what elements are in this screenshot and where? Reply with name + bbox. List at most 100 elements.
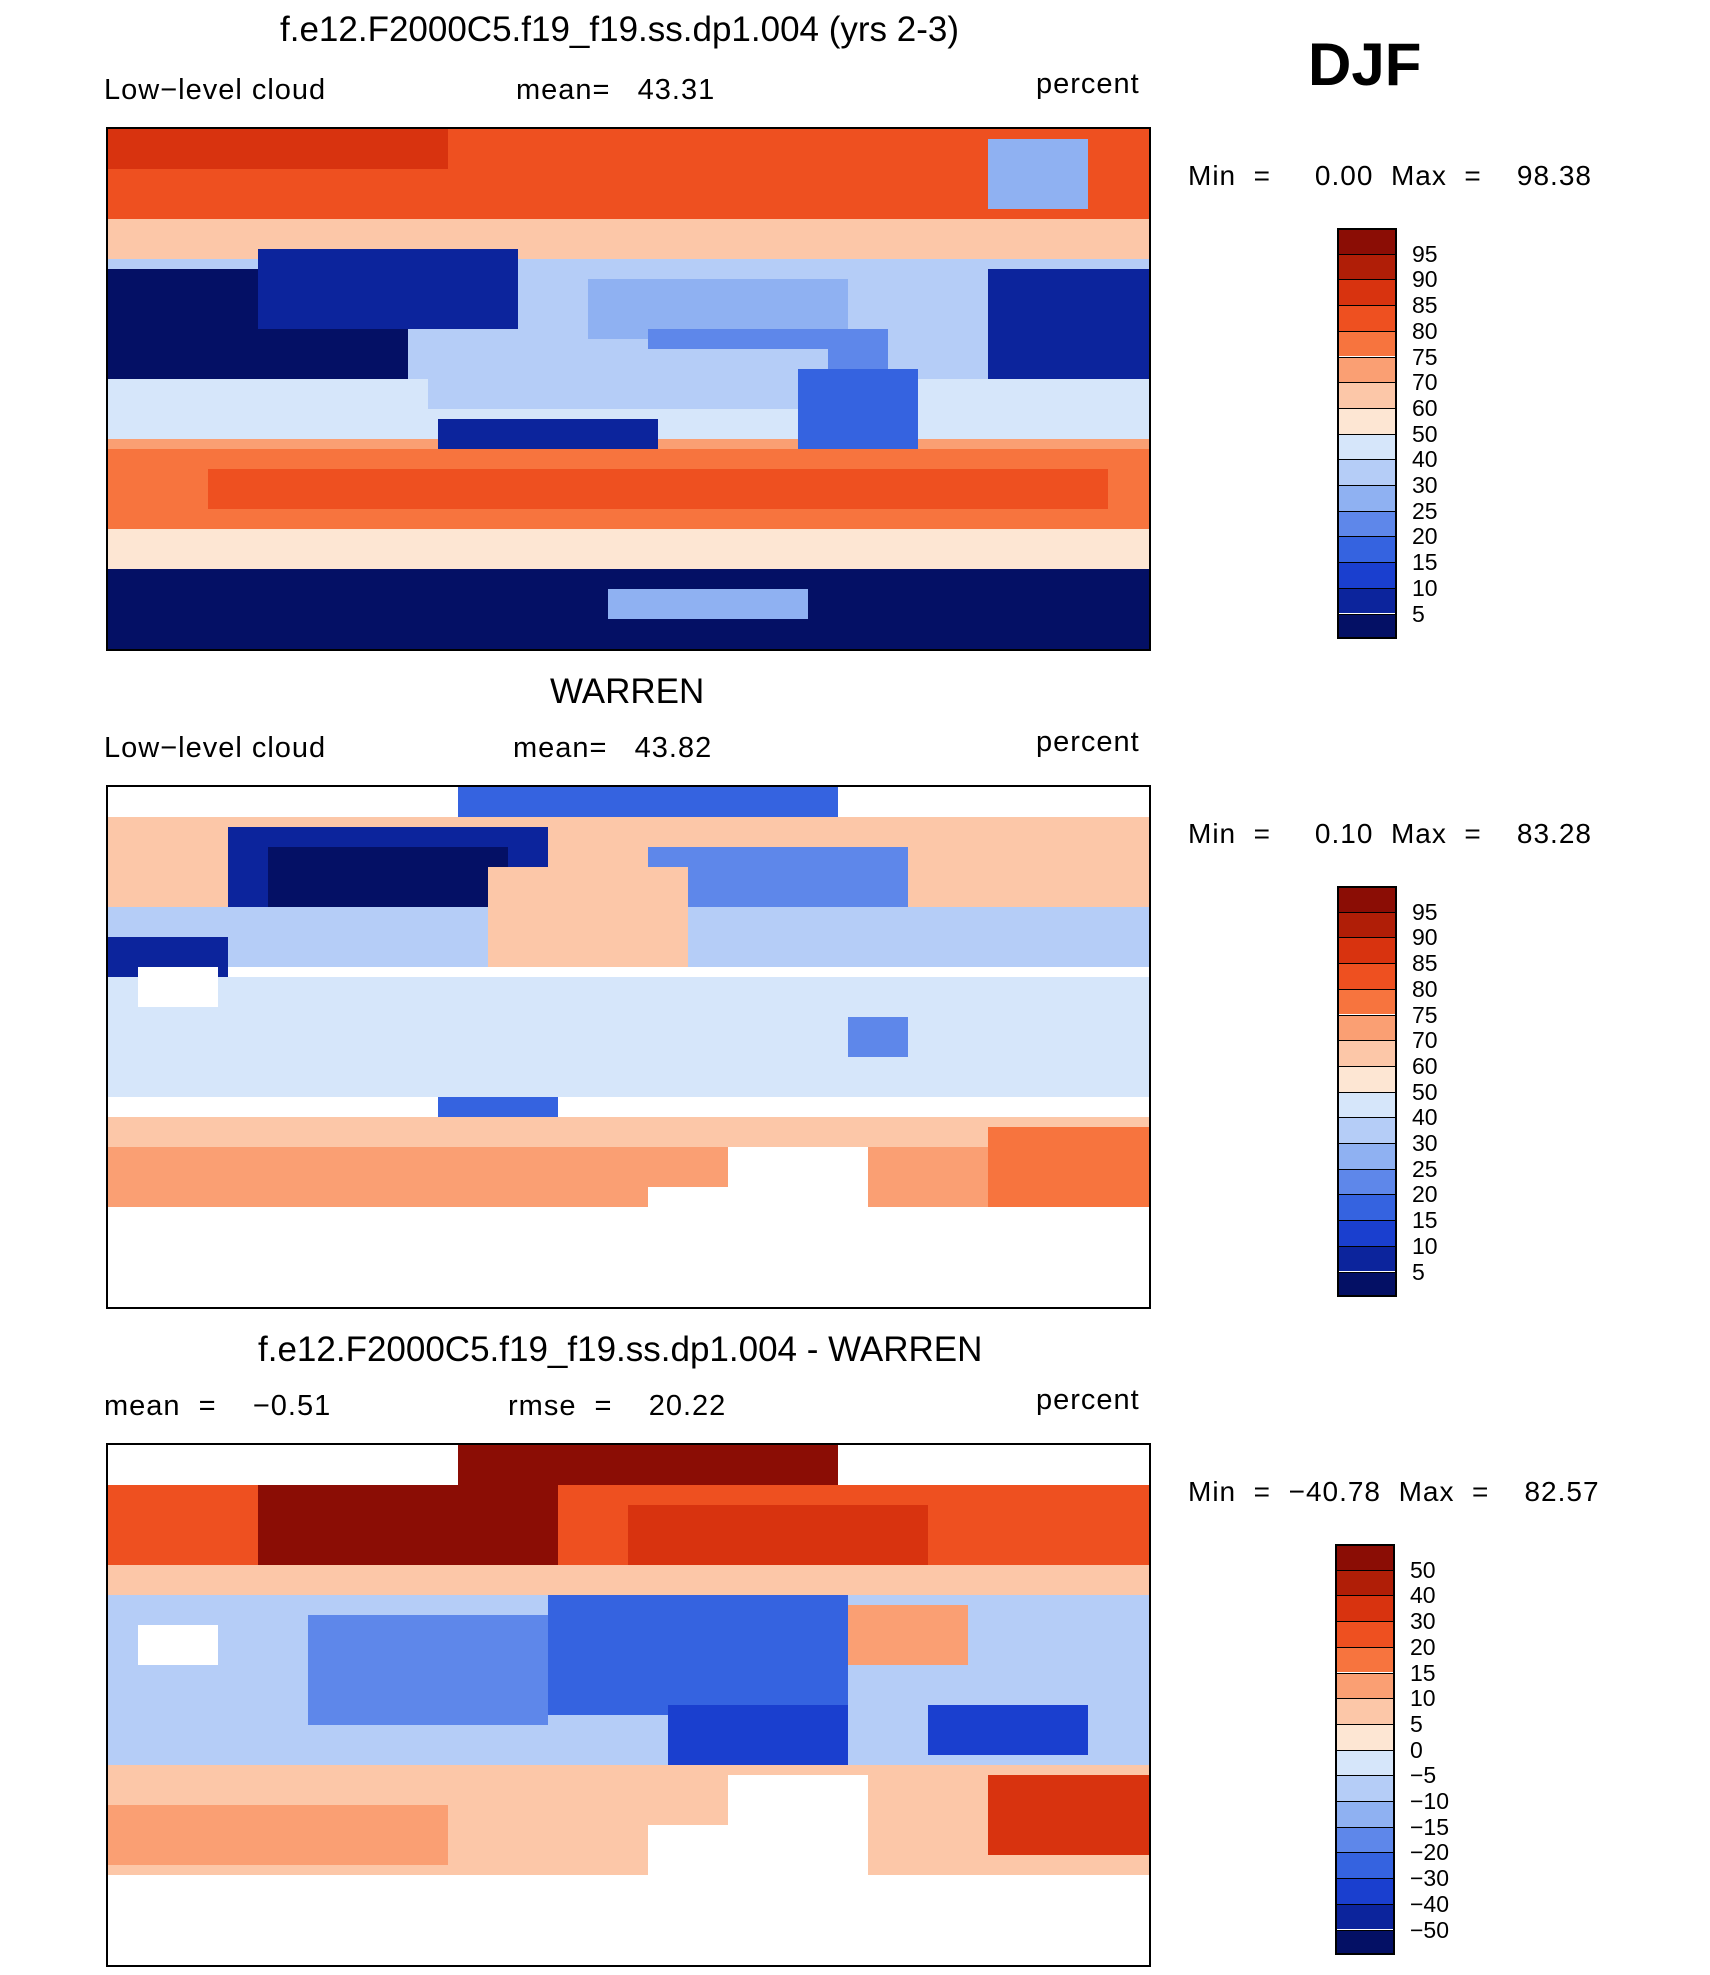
- colorbar-tick-label: 40: [1412, 1104, 1438, 1131]
- colorbar-frame: [1337, 228, 1397, 640]
- colorbar-tick-label: 75: [1412, 1001, 1438, 1028]
- colorbar-swatch: [1337, 356, 1397, 383]
- colorbar-swatch: [1335, 1698, 1395, 1724]
- colorbar-tick-label: −20: [1410, 1839, 1450, 1866]
- colorbar-swatch: [1335, 1852, 1395, 1879]
- colorbar-swatch: [1337, 562, 1397, 588]
- panel2-units-label: percent: [1036, 726, 1140, 758]
- panel3-map-field: [108, 1445, 1149, 1965]
- colorbar-tick-label: 70: [1412, 369, 1438, 396]
- colorbar-swatch: [1335, 1929, 1395, 1956]
- colorbar-tick-label: 80: [1412, 975, 1438, 1002]
- colorbar-swatch: [1337, 330, 1397, 357]
- colorbar-tick-label: 95: [1412, 240, 1438, 267]
- colorbar-tick-label: 85: [1412, 292, 1438, 319]
- colorbar-swatch: [1337, 937, 1397, 964]
- colorbar-tick-label: 95: [1412, 898, 1438, 925]
- panel1-map: [106, 127, 1151, 651]
- colorbar-swatch: [1337, 1168, 1397, 1195]
- colorbar-tick-label: 50: [1412, 1078, 1438, 1105]
- colorbar-swatch: [1337, 1040, 1397, 1066]
- colorbar-tick-label: 30: [1412, 472, 1438, 498]
- colorbar-tick-label: 85: [1412, 950, 1438, 977]
- panel1-map-field: [108, 129, 1149, 649]
- colorbar-tick-label: 15: [1412, 1207, 1438, 1234]
- colorbar-swatch: [1335, 1826, 1395, 1853]
- colorbar-swatch: [1335, 1775, 1395, 1801]
- panel2-variable-label: Low−level cloud: [104, 732, 327, 764]
- colorbar-swatch: [1337, 407, 1397, 434]
- colorbar-swatch: [1337, 1245, 1397, 1272]
- colorbar-tick-label: 25: [1412, 497, 1438, 524]
- colorbar-swatch: [1335, 1621, 1395, 1647]
- colorbar-swatch: [1337, 305, 1397, 331]
- colorbar-tick-label: 10: [1410, 1685, 1436, 1712]
- colorbar-swatch: [1335, 1903, 1395, 1930]
- colorbar-swatch: [1335, 1672, 1395, 1699]
- colorbar-swatch: [1337, 886, 1397, 912]
- colorbar-tick-label: −50: [1410, 1916, 1450, 1943]
- colorbar-tick-label: 30: [1410, 1608, 1436, 1635]
- colorbar-swatch: [1335, 1878, 1395, 1904]
- colorbar-swatch: [1337, 587, 1397, 614]
- colorbar-tick-label: 50: [1412, 420, 1438, 447]
- colorbar-swatch: [1337, 1091, 1397, 1118]
- colorbar-swatch: [1335, 1749, 1395, 1776]
- colorbar-swatch: [1337, 433, 1397, 460]
- colorbar-tick-label: 90: [1412, 266, 1438, 293]
- colorbar-swatch: [1337, 536, 1397, 563]
- colorbar-frame: [1337, 886, 1397, 1298]
- panel2-minmax: Min = 0.10 Max = 83.28: [1188, 818, 1592, 849]
- panel1-minmax: Min = 0.00 Max = 98.38: [1188, 160, 1592, 191]
- colorbar-tick-label: 20: [1412, 1181, 1438, 1208]
- colorbar-swatch: [1337, 510, 1397, 537]
- season-label: DJF: [1308, 31, 1422, 98]
- colorbar-tick-label: 90: [1412, 924, 1438, 951]
- colorbar-tick-label: 15: [1412, 549, 1438, 576]
- panel1-mean-label: mean= 43.31: [516, 74, 716, 106]
- colorbar-tick-label: 20: [1412, 523, 1438, 550]
- colorbar-swatch: [1337, 1117, 1397, 1143]
- colorbar-tick-label: −40: [1410, 1890, 1450, 1917]
- panel3-title: f.e12.F2000C5.f19_f19.ss.dp1.004 - WARRE…: [258, 1330, 983, 1369]
- colorbar-tick-label: 70: [1412, 1027, 1438, 1054]
- colorbar-tick-label: −30: [1410, 1865, 1450, 1892]
- panel3-map: [106, 1443, 1151, 1967]
- panel1-title: f.e12.F2000C5.f19_f19.ss.dp1.004 (yrs 2-…: [280, 10, 960, 49]
- colorbar-tick-label: 20: [1410, 1633, 1436, 1660]
- panel3-units-label: percent: [1036, 1384, 1140, 1416]
- colorbar-swatch: [1337, 1271, 1397, 1298]
- colorbar-swatch: [1337, 279, 1397, 306]
- panel3-mean-label: mean = −0.51: [104, 1390, 332, 1422]
- colorbar-tick-label: −15: [1410, 1813, 1450, 1840]
- colorbar-tick-label: 5: [1412, 1258, 1425, 1285]
- colorbar-swatch: [1335, 1569, 1395, 1596]
- colorbar-tick-label: 5: [1412, 600, 1425, 627]
- colorbar-tick-label: 40: [1412, 446, 1438, 473]
- panel1-variable-label: Low−level cloud: [104, 74, 327, 106]
- colorbar-swatch: [1337, 988, 1397, 1015]
- colorbar-swatch: [1337, 1065, 1397, 1092]
- colorbar-swatch: [1337, 1194, 1397, 1221]
- colorbar-swatch: [1337, 613, 1397, 640]
- colorbar-swatch: [1337, 911, 1397, 938]
- colorbar-swatch: [1337, 382, 1397, 408]
- colorbar-swatch: [1337, 485, 1397, 511]
- colorbar-swatch: [1335, 1544, 1395, 1570]
- colorbar-tick-label: −10: [1410, 1788, 1450, 1814]
- panel2-title: WARREN: [550, 672, 705, 711]
- colorbar-swatch: [1337, 963, 1397, 989]
- colorbar-tick-label: 10: [1412, 574, 1438, 601]
- colorbar-tick-label: 30: [1412, 1130, 1438, 1156]
- panel2-map: [106, 785, 1151, 1309]
- colorbar-swatch: [1335, 1723, 1395, 1750]
- colorbar-swatch: [1335, 1646, 1395, 1673]
- colorbar-tick-label: 60: [1412, 394, 1438, 421]
- colorbar-tick-label: 75: [1412, 343, 1438, 370]
- panel2-mean-label: mean= 43.82: [513, 732, 713, 764]
- colorbar-tick-label: 5: [1410, 1710, 1423, 1737]
- colorbar-tick-label: 25: [1412, 1155, 1438, 1182]
- colorbar-swatch: [1335, 1801, 1395, 1827]
- colorbar-swatch: [1337, 459, 1397, 485]
- colorbar-tick-label: 40: [1410, 1582, 1436, 1609]
